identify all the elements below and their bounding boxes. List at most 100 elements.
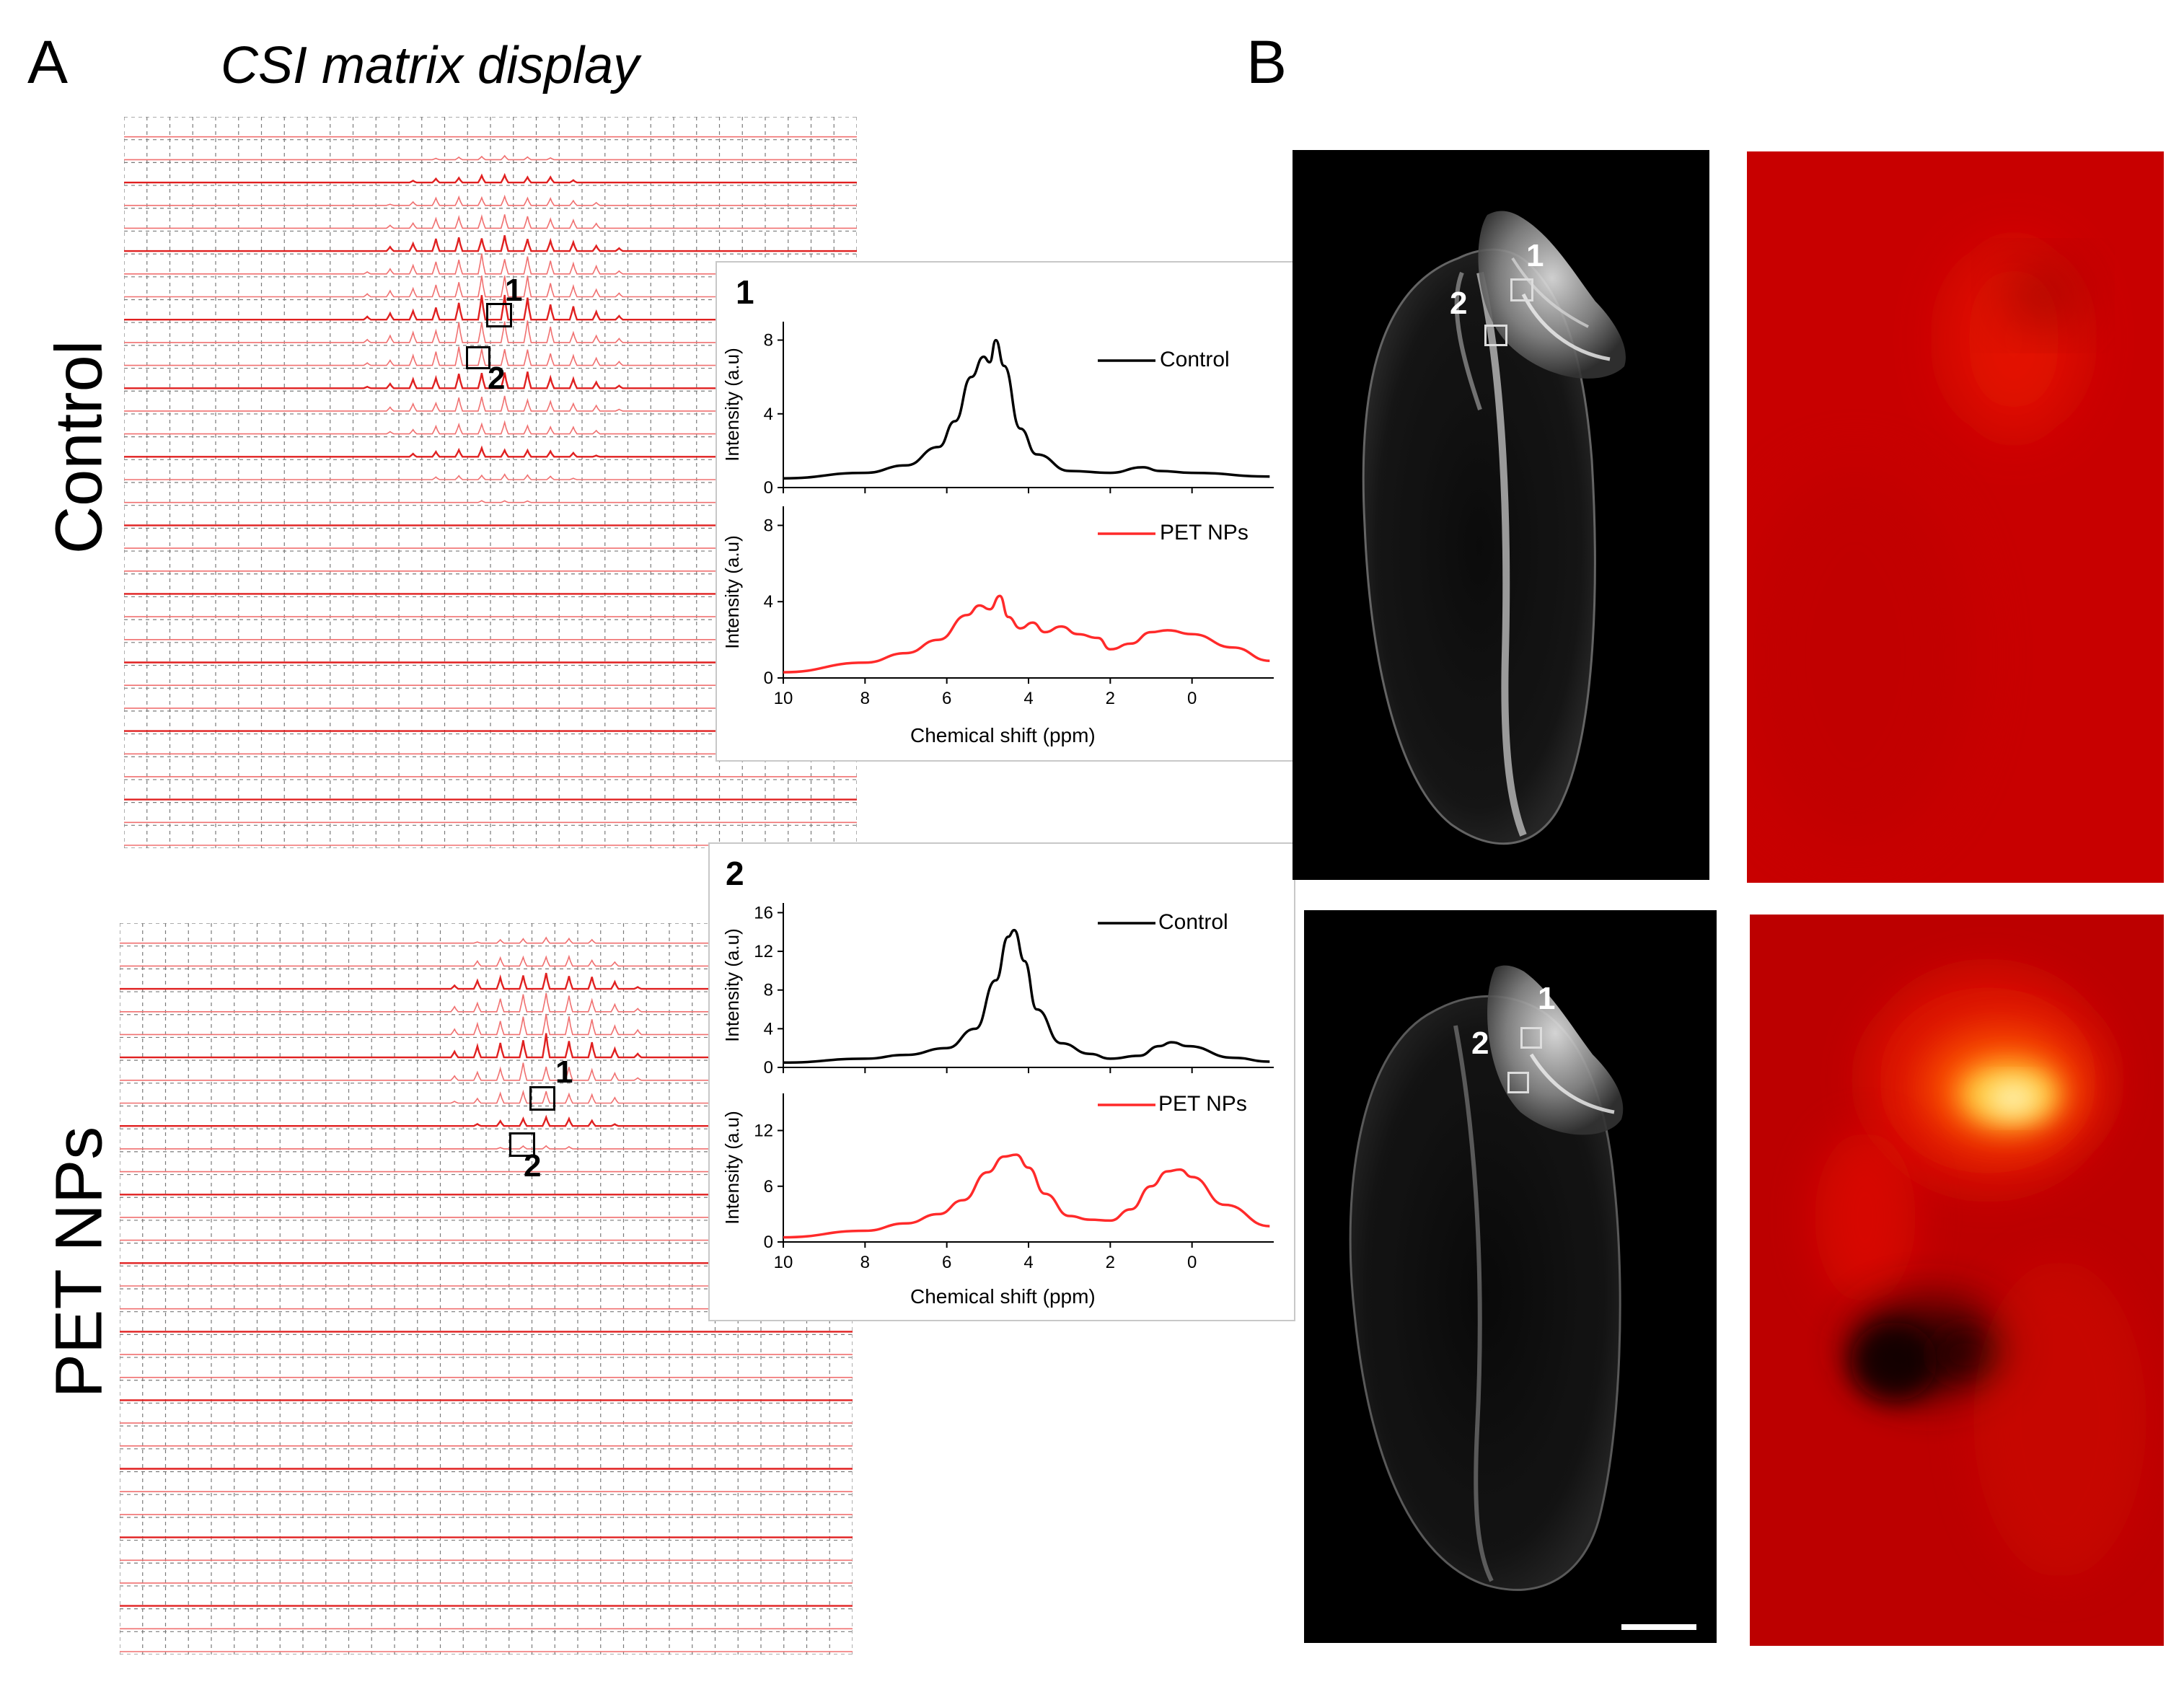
scale-bar <box>1621 1624 1696 1630</box>
spectrum-row <box>124 473 857 480</box>
series-line-control <box>783 928 1270 1065</box>
seed-image-pet-nps: 1 2 <box>1304 910 1717 1643</box>
spectrum-row <box>120 1062 853 1081</box>
row-label-control: Control <box>42 340 116 555</box>
seed-image-control: 1 2 <box>1293 150 1709 880</box>
spectrum-row <box>120 1145 853 1150</box>
csi-grid-pet-nps <box>120 923 853 1654</box>
spectrum-row <box>124 253 857 275</box>
grid-roi-label-2-pet: 2 <box>524 1148 542 1184</box>
y-tick-label: 4 <box>764 1019 773 1039</box>
y-tick-label: 6 <box>764 1177 773 1197</box>
legend-control: Control <box>1160 348 1230 371</box>
spectrum-row <box>120 1089 853 1104</box>
seed-drawing-pet-nps <box>1349 965 1624 1591</box>
y-tick-label: 0 <box>764 478 773 498</box>
grid-roi-box-2-pet <box>509 1132 535 1157</box>
grid-roi-label-1-pet: 1 <box>555 1054 573 1090</box>
x-tick-label: 0 <box>1187 689 1197 708</box>
heatmap-pet-nps <box>1750 915 2164 1646</box>
series-line-pet-nps <box>783 594 1270 674</box>
y-axis-label: Intensity (a.u) <box>721 1111 743 1225</box>
row-label-pet-nps: PET NPs <box>42 1126 116 1398</box>
y-tick-label: 8 <box>764 516 773 535</box>
spectrum-row <box>124 320 857 343</box>
y-axis-label: Intensity (a.u) <box>721 535 743 649</box>
y-axis-label: Intensity (a.u) <box>721 348 743 462</box>
y-tick-label: 0 <box>764 1058 773 1078</box>
csi-matrix-title: CSI matrix display <box>221 37 640 94</box>
x-tick-label: 8 <box>860 1253 870 1272</box>
spectrum-row <box>124 371 857 389</box>
legend-pet-nps: PET NPs <box>1158 1092 1247 1116</box>
spectrum-plot-2: 0 4 8 12 16 Intensity (a.u) 0 6 12 Intensity (a.u… <box>721 903 1274 1272</box>
spectrum-row <box>124 395 857 412</box>
grid-roi-label-2-control: 2 <box>488 361 506 396</box>
panel-letter-b: B <box>1246 28 1287 96</box>
spectrum-inset-2: 2 0 4 8 12 16 Intensity (a.u) 0 6 12 Intensity (a… <box>708 842 1295 1321</box>
x-tick-label: 6 <box>942 1253 951 1272</box>
x-tick-label: 2 <box>1106 689 1115 708</box>
x-tick-label: 4 <box>1023 689 1033 708</box>
x-tick-label: 6 <box>942 689 951 708</box>
heatmap-control <box>1747 151 2164 883</box>
spectrum-row <box>124 500 857 503</box>
inset-number: 2 <box>726 855 744 892</box>
spectrum-inset-1: 1 0 4 8 Intensity (a.u) 0 4 8 Intensity (a.u) 10… <box>715 261 1295 762</box>
series-line-control <box>783 338 1270 480</box>
y-tick-label: 12 <box>754 942 773 961</box>
grid-roi-label-1-control: 1 <box>505 273 523 308</box>
spectrum-row <box>124 213 857 229</box>
spectrum-row <box>120 954 853 967</box>
x-tick-label: 10 <box>774 1253 793 1272</box>
roi-box-1 <box>1510 278 1533 301</box>
x-tick-label: 8 <box>860 689 870 708</box>
spectrum-plot-1: 0 4 8 Intensity (a.u) 0 4 8 Intensity (a.u) 10 8 6… <box>721 322 1274 708</box>
legend-control: Control <box>1158 910 1228 934</box>
roi-label-1: 1 <box>1526 238 1544 273</box>
roi-box-1 <box>1520 1027 1542 1049</box>
y-tick-label: 8 <box>764 981 773 1000</box>
x-axis-label: Chemical shift (ppm) <box>910 724 1096 746</box>
spectrum-row <box>124 154 857 161</box>
y-tick-label: 8 <box>764 331 773 351</box>
y-axis-label: Intensity (a.u) <box>721 928 743 1042</box>
roi-label-2: 2 <box>1471 1026 1489 1061</box>
spectrum-row <box>120 1013 853 1036</box>
spectrum-row <box>124 194 857 206</box>
x-tick-label: 4 <box>1023 1253 1033 1272</box>
spectrum-row <box>124 445 857 458</box>
roi-label-1: 1 <box>1538 981 1556 1016</box>
spectrum-row <box>124 275 857 298</box>
y-tick-label: 0 <box>764 1233 773 1252</box>
series-line-pet-nps <box>783 1153 1270 1239</box>
spectrum-row <box>120 992 853 1013</box>
spectrum-row <box>120 936 853 944</box>
spectrum-row <box>120 972 853 990</box>
x-tick-label: 2 <box>1106 1253 1115 1272</box>
roi-box-2 <box>1507 1072 1529 1093</box>
legend-pet-nps: PET NPs <box>1160 521 1249 545</box>
y-tick-label: 4 <box>764 592 773 612</box>
y-tick-label: 12 <box>754 1122 773 1141</box>
x-tick-label: 0 <box>1187 1253 1197 1272</box>
grid-roi-box-1-pet <box>529 1086 555 1111</box>
heatmap-drawing-control <box>1747 151 2164 883</box>
spectrum-row <box>124 420 857 435</box>
roi-label-2: 2 <box>1450 286 1468 321</box>
inset-number: 1 <box>736 273 754 311</box>
y-tick-label: 16 <box>754 903 773 922</box>
spectrum-row <box>120 1033 853 1059</box>
x-tick-label: 10 <box>774 689 793 708</box>
spectrum-row <box>124 172 857 184</box>
seed-drawing-control <box>1362 211 1626 845</box>
panel-letter-a: A <box>27 28 69 96</box>
roi-box-2 <box>1484 325 1507 346</box>
heatmap-drawing-pet-nps <box>1750 915 2164 1646</box>
x-axis-label: Chemical shift (ppm) <box>910 1285 1096 1308</box>
spectrum-row <box>124 235 857 252</box>
grid-roi-box-1-control <box>486 303 512 327</box>
y-tick-label: 0 <box>764 669 773 688</box>
grid-roi-box-2-control <box>466 346 490 369</box>
spectrum-row <box>120 1114 853 1127</box>
